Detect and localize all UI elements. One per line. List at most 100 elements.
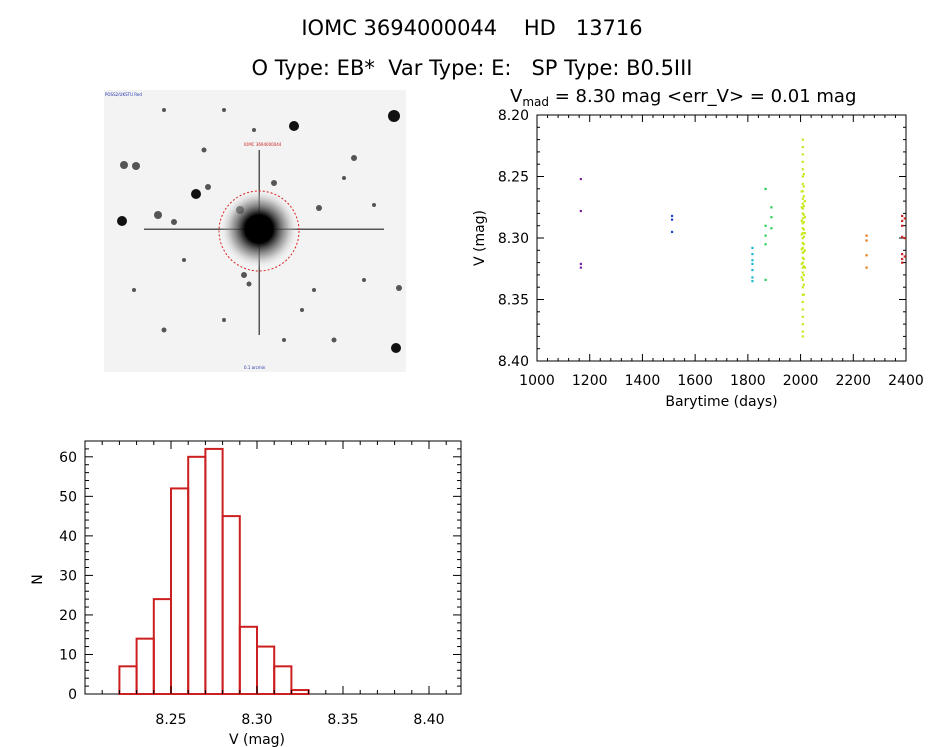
lc-x-tick-label: 1800	[730, 373, 766, 389]
lc-data-point	[800, 190, 803, 193]
lc-data-point	[801, 293, 804, 296]
lc-data-point	[802, 257, 805, 261]
lc-data-point	[901, 261, 904, 264]
hist-x-tick-label: 8.35	[327, 712, 358, 728]
lc-data-point	[751, 246, 754, 250]
lc-data-point	[801, 227, 804, 230]
lc-data-point	[670, 214, 674, 218]
lc-data-point	[801, 175, 804, 178]
lc-y-tick-label: 8.25	[498, 170, 529, 186]
lc-title: Vmad = 8.30 mag <err_V> = 0.01 mag	[510, 86, 856, 109]
lc-data-point	[751, 262, 754, 266]
lc-data-point	[801, 212, 804, 215]
lc-data-point	[901, 214, 904, 218]
lc-data-point	[803, 249, 806, 252]
lc-x-tick-label: 2200	[835, 373, 871, 389]
sky-star	[331, 337, 337, 343]
lc-x-tick-label: 1200	[572, 373, 608, 389]
lc-x-tick-label: 2400	[888, 373, 924, 389]
lc-title-rest: = 8.30 mag <err_V> = 0.01 mag	[549, 86, 856, 107]
lc-data-point	[801, 145, 804, 149]
hist-bar	[238, 625, 259, 695]
lc-data-point	[751, 276, 754, 279]
sky-star	[391, 343, 401, 353]
lc-data-point	[865, 239, 868, 242]
hist-x-tick-label: 8.40	[413, 712, 444, 728]
lc-data-point	[802, 173, 805, 176]
sky-star	[396, 285, 402, 291]
lc-data-point	[903, 217, 906, 220]
lc-data-point	[801, 308, 804, 311]
lc-data-point	[801, 300, 804, 304]
sky-star	[342, 176, 346, 180]
lc-data-point	[802, 221, 805, 224]
lc-data-point	[803, 216, 806, 219]
lc-data-point	[803, 266, 806, 269]
lc-y-tick-label: 8.20	[498, 108, 529, 124]
hist-y-tick-label: 40	[59, 529, 77, 545]
lc-data-point	[801, 222, 804, 225]
lc-data-point	[802, 195, 805, 198]
lc-data-point	[764, 243, 767, 246]
lc-data-point	[801, 330, 804, 333]
lc-data-point	[800, 276, 803, 279]
sky-star	[222, 108, 226, 112]
lc-data-point	[579, 266, 582, 269]
hist-y-tick-label: 60	[59, 450, 77, 466]
lc-data-point	[802, 265, 805, 268]
lc-y-tick-label: 8.30	[498, 231, 529, 247]
hist-plot-frame	[84, 440, 462, 695]
lc-data-point	[801, 266, 804, 269]
lc-data-point	[800, 262, 803, 266]
lc-data-point	[770, 216, 773, 219]
lc-data-point	[903, 255, 906, 258]
lc-x-tick-label: 1600	[677, 373, 713, 389]
hist-x-tick-label: 8.25	[155, 712, 186, 728]
lc-data-point	[579, 177, 582, 181]
lc-data-point	[801, 335, 804, 338]
lc-data-point	[901, 224, 904, 227]
sky-star	[205, 184, 211, 190]
lc-data-point	[802, 283, 805, 286]
lc-data-point	[801, 160, 804, 163]
sky-star	[182, 258, 186, 262]
sky-star	[316, 205, 322, 211]
lc-data-point	[801, 246, 804, 250]
hist-y-tick-label: 10	[59, 647, 77, 663]
lc-data-point	[802, 213, 805, 216]
sky-star	[241, 272, 247, 278]
lc-data-point	[801, 271, 804, 274]
hist-bar	[221, 515, 241, 695]
lc-data-point	[770, 206, 773, 209]
lc-y-axis-label: V (mag)	[472, 210, 488, 266]
header-subtitle: O Type: EB* Var Type: E: SP Type: B0.5II…	[251, 56, 693, 80]
lc-data-point	[865, 266, 868, 269]
sky-stars	[117, 108, 402, 353]
sky-star	[351, 155, 357, 161]
lc-data-point	[800, 233, 803, 236]
sky-star	[312, 288, 316, 292]
lc-data-point	[801, 232, 804, 235]
lc-data-point	[801, 217, 804, 220]
lc-title-sub: mad	[522, 95, 549, 109]
sky-star	[362, 278, 366, 282]
target-circle	[218, 190, 300, 272]
hist-bar	[170, 487, 190, 695]
sky-image: POSS2/UKSTU Red IOMC 3694000044 0.1 arcm…	[104, 90, 406, 372]
lc-data-point	[803, 200, 806, 203]
hist-bar	[290, 689, 310, 695]
lc-data-point	[802, 243, 805, 246]
lc-data-point	[802, 185, 805, 188]
hist-bar	[118, 665, 138, 695]
lc-data-point	[801, 315, 804, 318]
lc-data-point	[801, 278, 804, 282]
hist-x-axis-label: V (mag)	[229, 732, 285, 747]
lc-data-point	[800, 206, 803, 209]
lc-data-point	[802, 235, 805, 238]
sky-star	[171, 219, 177, 225]
lc-data-point	[670, 218, 674, 221]
lc-data-point	[865, 234, 868, 237]
lc-data-point	[764, 234, 767, 237]
lc-y-tick-label: 8.35	[498, 293, 529, 309]
lc-data-point	[800, 248, 803, 251]
